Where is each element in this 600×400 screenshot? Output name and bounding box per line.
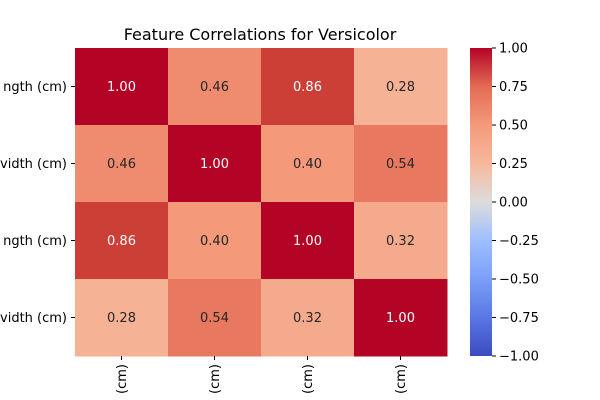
heatmap-cell-2-1 — [168, 202, 262, 280]
cell-value-label-0-1: 0.46 — [200, 80, 229, 95]
heatmap-cell-1-1 — [168, 125, 262, 203]
column-label-2: (cm) — [301, 364, 316, 394]
cell-value-label-1-1: 1.00 — [200, 157, 229, 172]
column-label-1: (cm) — [208, 364, 223, 394]
colorbar — [470, 48, 492, 356]
heatmap-cell-2-3 — [354, 202, 448, 280]
heatmap-cell-3-1 — [168, 279, 262, 357]
row-label-3: vidth (cm) — [0, 311, 67, 326]
cell-value-label-3-1: 0.54 — [200, 311, 229, 326]
row-label-2: ngth (cm) — [3, 234, 67, 249]
heatmap-cell-3-3 — [354, 279, 448, 357]
colorbar-tick-label-1: 0.75 — [499, 80, 528, 95]
column-label-0: (cm) — [115, 364, 130, 394]
heatmap-cell-0-0 — [75, 48, 169, 126]
cell-value-label-2-0: 0.86 — [107, 234, 136, 249]
cell-value-label-2-3: 0.32 — [386, 234, 415, 249]
colorbar-tick-label-2: 0.50 — [499, 119, 528, 134]
colorbar-tick-label-6: −0.50 — [499, 273, 539, 288]
colorbar-tick-label-5: −0.25 — [499, 234, 539, 249]
heatmap-cell-0-2 — [261, 48, 355, 126]
cell-value-label-2-1: 0.40 — [200, 234, 229, 249]
cell-value-label-1-3: 0.54 — [386, 157, 415, 172]
heatmap-cell-0-3 — [354, 48, 448, 126]
heatmap-cells: 1.00 0.46 0.86 0.28 0.46 1.00 0.40 0.54 0.86 0.40… — [75, 48, 448, 357]
colorbar-tick-label-3: 0.25 — [499, 157, 528, 172]
cell-value-label-1-0: 0.46 — [107, 157, 136, 172]
heatmap-cell-0-1 — [168, 48, 262, 126]
colorbar-tick-label-4: 0.00 — [499, 196, 528, 211]
cell-value-label-3-2: 0.32 — [293, 311, 322, 326]
cell-value-label-3-3: 1.00 — [386, 311, 415, 326]
cell-value-label-0-0: 1.00 — [107, 80, 136, 95]
heatmap-cell-3-2 — [261, 279, 355, 357]
heatmap-cell-1-3 — [354, 125, 448, 203]
cell-value-label-0-3: 0.28 — [386, 80, 415, 95]
heatmap-cell-2-2 — [261, 202, 355, 280]
colorbar-tick-label-8: −1.00 — [499, 350, 539, 365]
cell-value-label-2-2: 1.00 — [293, 234, 322, 249]
colorbar-ticks: 1.00 0.75 0.50 0.25 0.00 −0.25 −0.50 −0.75 −1.00 — [492, 42, 539, 365]
heatmap-cell-1-2 — [261, 125, 355, 203]
chart-title: Feature Correlations for Versicolor — [124, 25, 397, 44]
cell-value-label-1-2: 0.40 — [293, 157, 322, 172]
colorbar-tick-label-0: 1.00 — [499, 42, 528, 57]
row-label-1: vidth (cm) — [0, 157, 67, 172]
column-labels: (cm) (cm) (cm) (cm) — [115, 356, 409, 394]
row-label-0: ngth (cm) — [3, 80, 67, 95]
cell-value-label-3-0: 0.28 — [107, 311, 136, 326]
heatmap-cell-1-0 — [75, 125, 169, 203]
heatmap-cell-3-0 — [75, 279, 169, 357]
colorbar-tick-label-7: −0.75 — [499, 311, 539, 326]
cell-value-label-0-2: 0.86 — [293, 80, 322, 95]
row-labels: ngth (cm) vidth (cm) ngth (cm) vidth (cm) — [0, 80, 75, 326]
heatmap-cell-2-0 — [75, 202, 169, 280]
column-label-3: (cm) — [394, 364, 409, 394]
